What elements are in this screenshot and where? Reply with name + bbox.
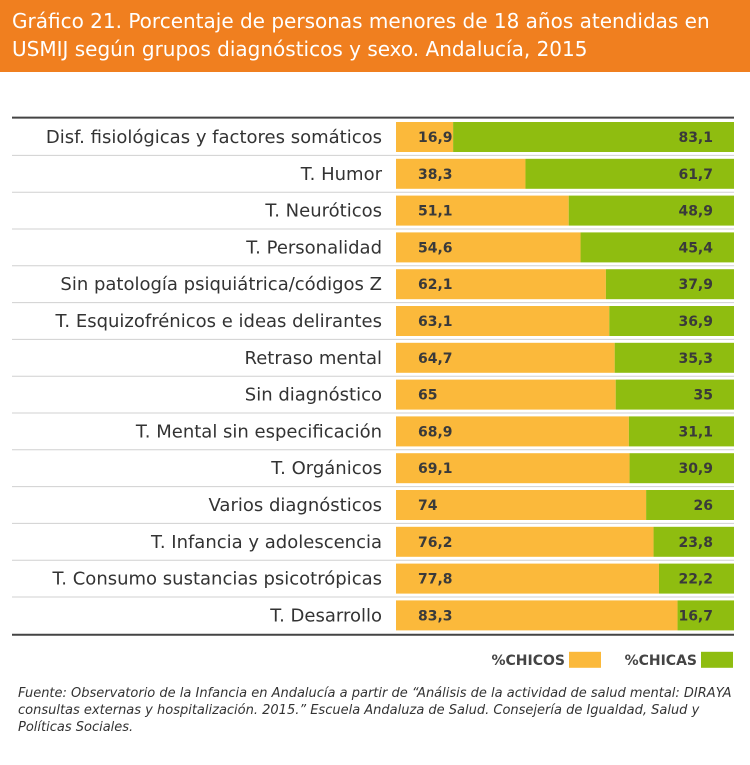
bar-chicas <box>580 232 734 263</box>
bar-chicas <box>605 269 734 300</box>
bar-chicas <box>646 490 734 520</box>
bar-chicos <box>396 379 616 410</box>
data-label-chicos: 62,1 <box>418 277 453 293</box>
bar-chicas <box>525 158 734 189</box>
stacked-bar-chart: Disf. fisiológicas y factores somáticos 1… <box>12 116 734 669</box>
bar-chicos <box>396 158 526 189</box>
legend-label-chicos: %CHICOS <box>492 653 566 669</box>
category-label: T. Mental sin especificación <box>135 421 382 442</box>
source-note: Fuente: Observatorio de la Infancia en A… <box>18 686 732 735</box>
bar-chicos <box>396 416 629 447</box>
data-label-chicos: 64,7 <box>418 351 453 367</box>
category-label: T. Desarrollo <box>269 605 382 626</box>
data-label-chicos: 54,6 <box>418 240 453 256</box>
data-label-chicas: 36,9 <box>678 314 713 330</box>
legend-swatch-chicos <box>569 651 601 668</box>
data-label-chicas: 35,3 <box>678 351 713 367</box>
data-label-chicos: 76,2 <box>418 535 453 551</box>
bar-chicos <box>396 526 654 557</box>
data-label-chicos: 16,9 <box>418 130 453 146</box>
bar-chicas <box>629 453 734 484</box>
data-label-chicas: 30,9 <box>678 461 713 477</box>
bar-chicas <box>609 306 734 336</box>
bar-chicas <box>615 379 734 410</box>
bar-chicas <box>628 416 734 447</box>
data-label-chicas: 23,8 <box>678 535 713 551</box>
bar-chicas <box>614 342 734 373</box>
data-label-chicas: 61,7 <box>678 167 713 183</box>
category-label: T. Esquizofrénicos e ideas delirantes <box>55 311 382 332</box>
data-label-chicas: 16,7 <box>678 608 713 624</box>
data-label-chicos: 51,1 <box>418 204 453 220</box>
category-label: Disf. fisiológicas y factores somáticos <box>46 127 382 148</box>
data-label-chicas: 26 <box>694 498 713 514</box>
bar-chicos <box>396 232 581 263</box>
bar-chicas <box>453 122 734 152</box>
data-label-chicas: 83,1 <box>678 130 713 146</box>
bar-chicos <box>396 306 610 336</box>
data-label-chicos: 65 <box>418 388 437 404</box>
bar-chicos <box>396 490 647 520</box>
bar-chicos <box>396 453 630 484</box>
bar-chicos <box>396 563 659 594</box>
legend-swatch-chicas <box>701 651 733 668</box>
data-label-chicos: 83,3 <box>418 608 453 624</box>
chart-title: Gráfico 21. Porcentaje de personas menor… <box>12 9 710 61</box>
bar-chicas <box>677 600 734 631</box>
data-label-chicas: 48,9 <box>678 204 713 220</box>
bar-chicos <box>396 600 678 631</box>
data-label-chicas: 45,4 <box>678 240 713 256</box>
legend-label-chicas: %CHICAS <box>625 653 697 669</box>
bar-chicos <box>396 122 454 152</box>
data-label-chicas: 22,2 <box>678 572 713 588</box>
category-label: Varios diagnósticos <box>209 495 383 516</box>
data-label-chicos: 38,3 <box>418 167 453 183</box>
category-label: Retraso mental <box>245 348 382 369</box>
category-label: T. Personalidad <box>245 237 382 258</box>
data-label-chicas: 37,9 <box>678 277 713 293</box>
data-label-chicas: 35 <box>694 388 713 404</box>
data-label-chicos: 63,1 <box>418 314 453 330</box>
data-label-chicas: 31,1 <box>678 424 713 440</box>
category-label: T. Humor <box>300 164 383 185</box>
category-label: Sin patología psiquiátrica/códigos Z <box>60 274 382 295</box>
category-label: T. Orgánicos <box>270 458 382 479</box>
bar-chicos <box>396 195 569 226</box>
category-label: T. Consumo sustancias psicotrópicas <box>51 569 382 590</box>
bar-chicas <box>568 195 734 226</box>
data-label-chicos: 74 <box>418 498 438 514</box>
category-label: Sin diagnóstico <box>245 385 382 406</box>
bar-chicos <box>396 342 615 373</box>
category-label: T. Neuróticos <box>264 201 382 222</box>
bar-chicas <box>658 563 734 594</box>
chart-header: Gráfico 21. Porcentaje de personas menor… <box>0 0 750 72</box>
data-label-chicos: 68,9 <box>418 424 453 440</box>
bar-chicas <box>653 526 734 557</box>
category-label: T. Infancia y adolescencia <box>150 532 382 553</box>
data-label-chicos: 69,1 <box>418 461 453 477</box>
bar-chicos <box>396 269 606 300</box>
data-label-chicos: 77,8 <box>418 572 453 588</box>
